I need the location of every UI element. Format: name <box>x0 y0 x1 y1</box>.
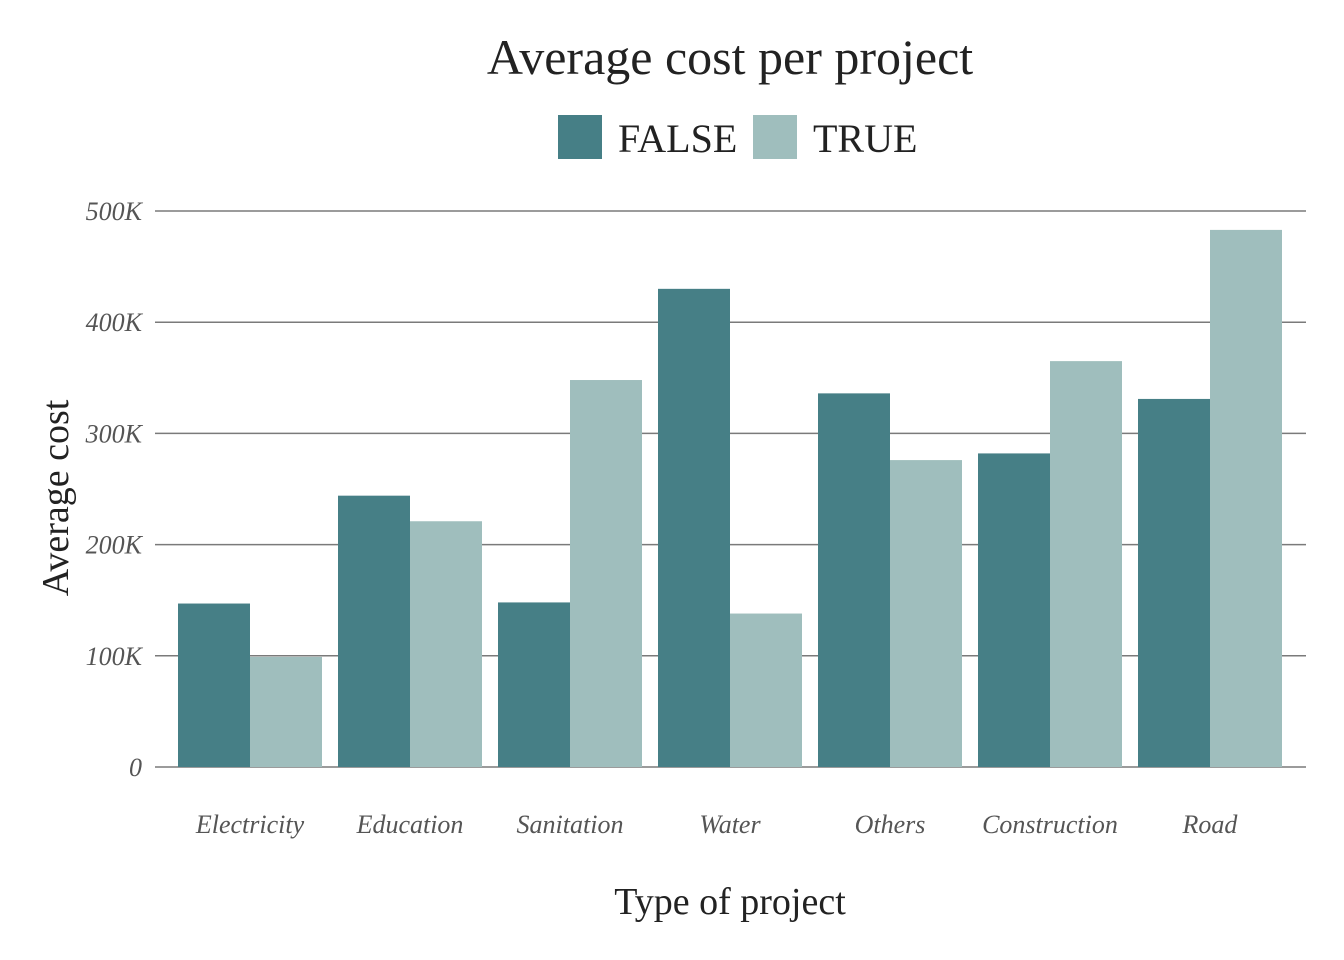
bar-true-others <box>890 460 962 767</box>
chart-title: Average cost per project <box>487 29 973 85</box>
x-tick-label: Sanitation <box>517 810 624 839</box>
y-tick-label: 100K <box>86 642 144 671</box>
bar-true-construction <box>1050 361 1122 767</box>
y-tick-labels: 0 100K 200K 300K 400K 500K <box>85 197 144 782</box>
bar-true-road <box>1210 229 1282 768</box>
y-tick-label: 300K <box>85 419 144 448</box>
x-tick-label: Construction <box>982 810 1118 839</box>
bar-true-sanitation <box>570 380 642 767</box>
bar-false-road <box>1138 398 1210 767</box>
x-tick-label: Others <box>855 810 926 839</box>
y-tick-label: 400K <box>86 308 144 337</box>
x-tick-label: Road <box>1182 810 1239 839</box>
y-tick-label: 0 <box>129 753 142 782</box>
legend-label-false: FALSE <box>618 116 737 161</box>
y-tick-label: 200K <box>86 531 144 560</box>
legend-label-true: TRUE <box>813 116 917 161</box>
bar-false-water <box>658 288 730 767</box>
bar-true-education <box>410 521 482 767</box>
bar-true-water <box>730 613 802 767</box>
legend-swatch-false <box>558 115 602 159</box>
bars <box>178 229 1282 768</box>
bar-false-construction <box>978 453 1050 767</box>
bar-false-electricity <box>178 603 250 767</box>
legend-swatch-true <box>753 115 797 159</box>
legend: FALSE TRUE <box>558 115 917 161</box>
x-tick-label: Education <box>356 810 464 839</box>
bar-false-sanitation <box>498 602 570 767</box>
bar-false-others <box>818 393 890 767</box>
x-tick-label: Water <box>699 810 761 839</box>
bar-true-electricity <box>250 656 322 767</box>
x-tick-labels: Electricity Education Sanitation Water Other… <box>195 810 1239 839</box>
x-tick-label: Electricity <box>195 810 305 839</box>
x-axis-title: Type of project <box>614 881 846 923</box>
y-tick-label: 500K <box>86 197 144 226</box>
bar-false-education <box>338 495 410 767</box>
y-axis-title: Average cost <box>35 399 77 596</box>
